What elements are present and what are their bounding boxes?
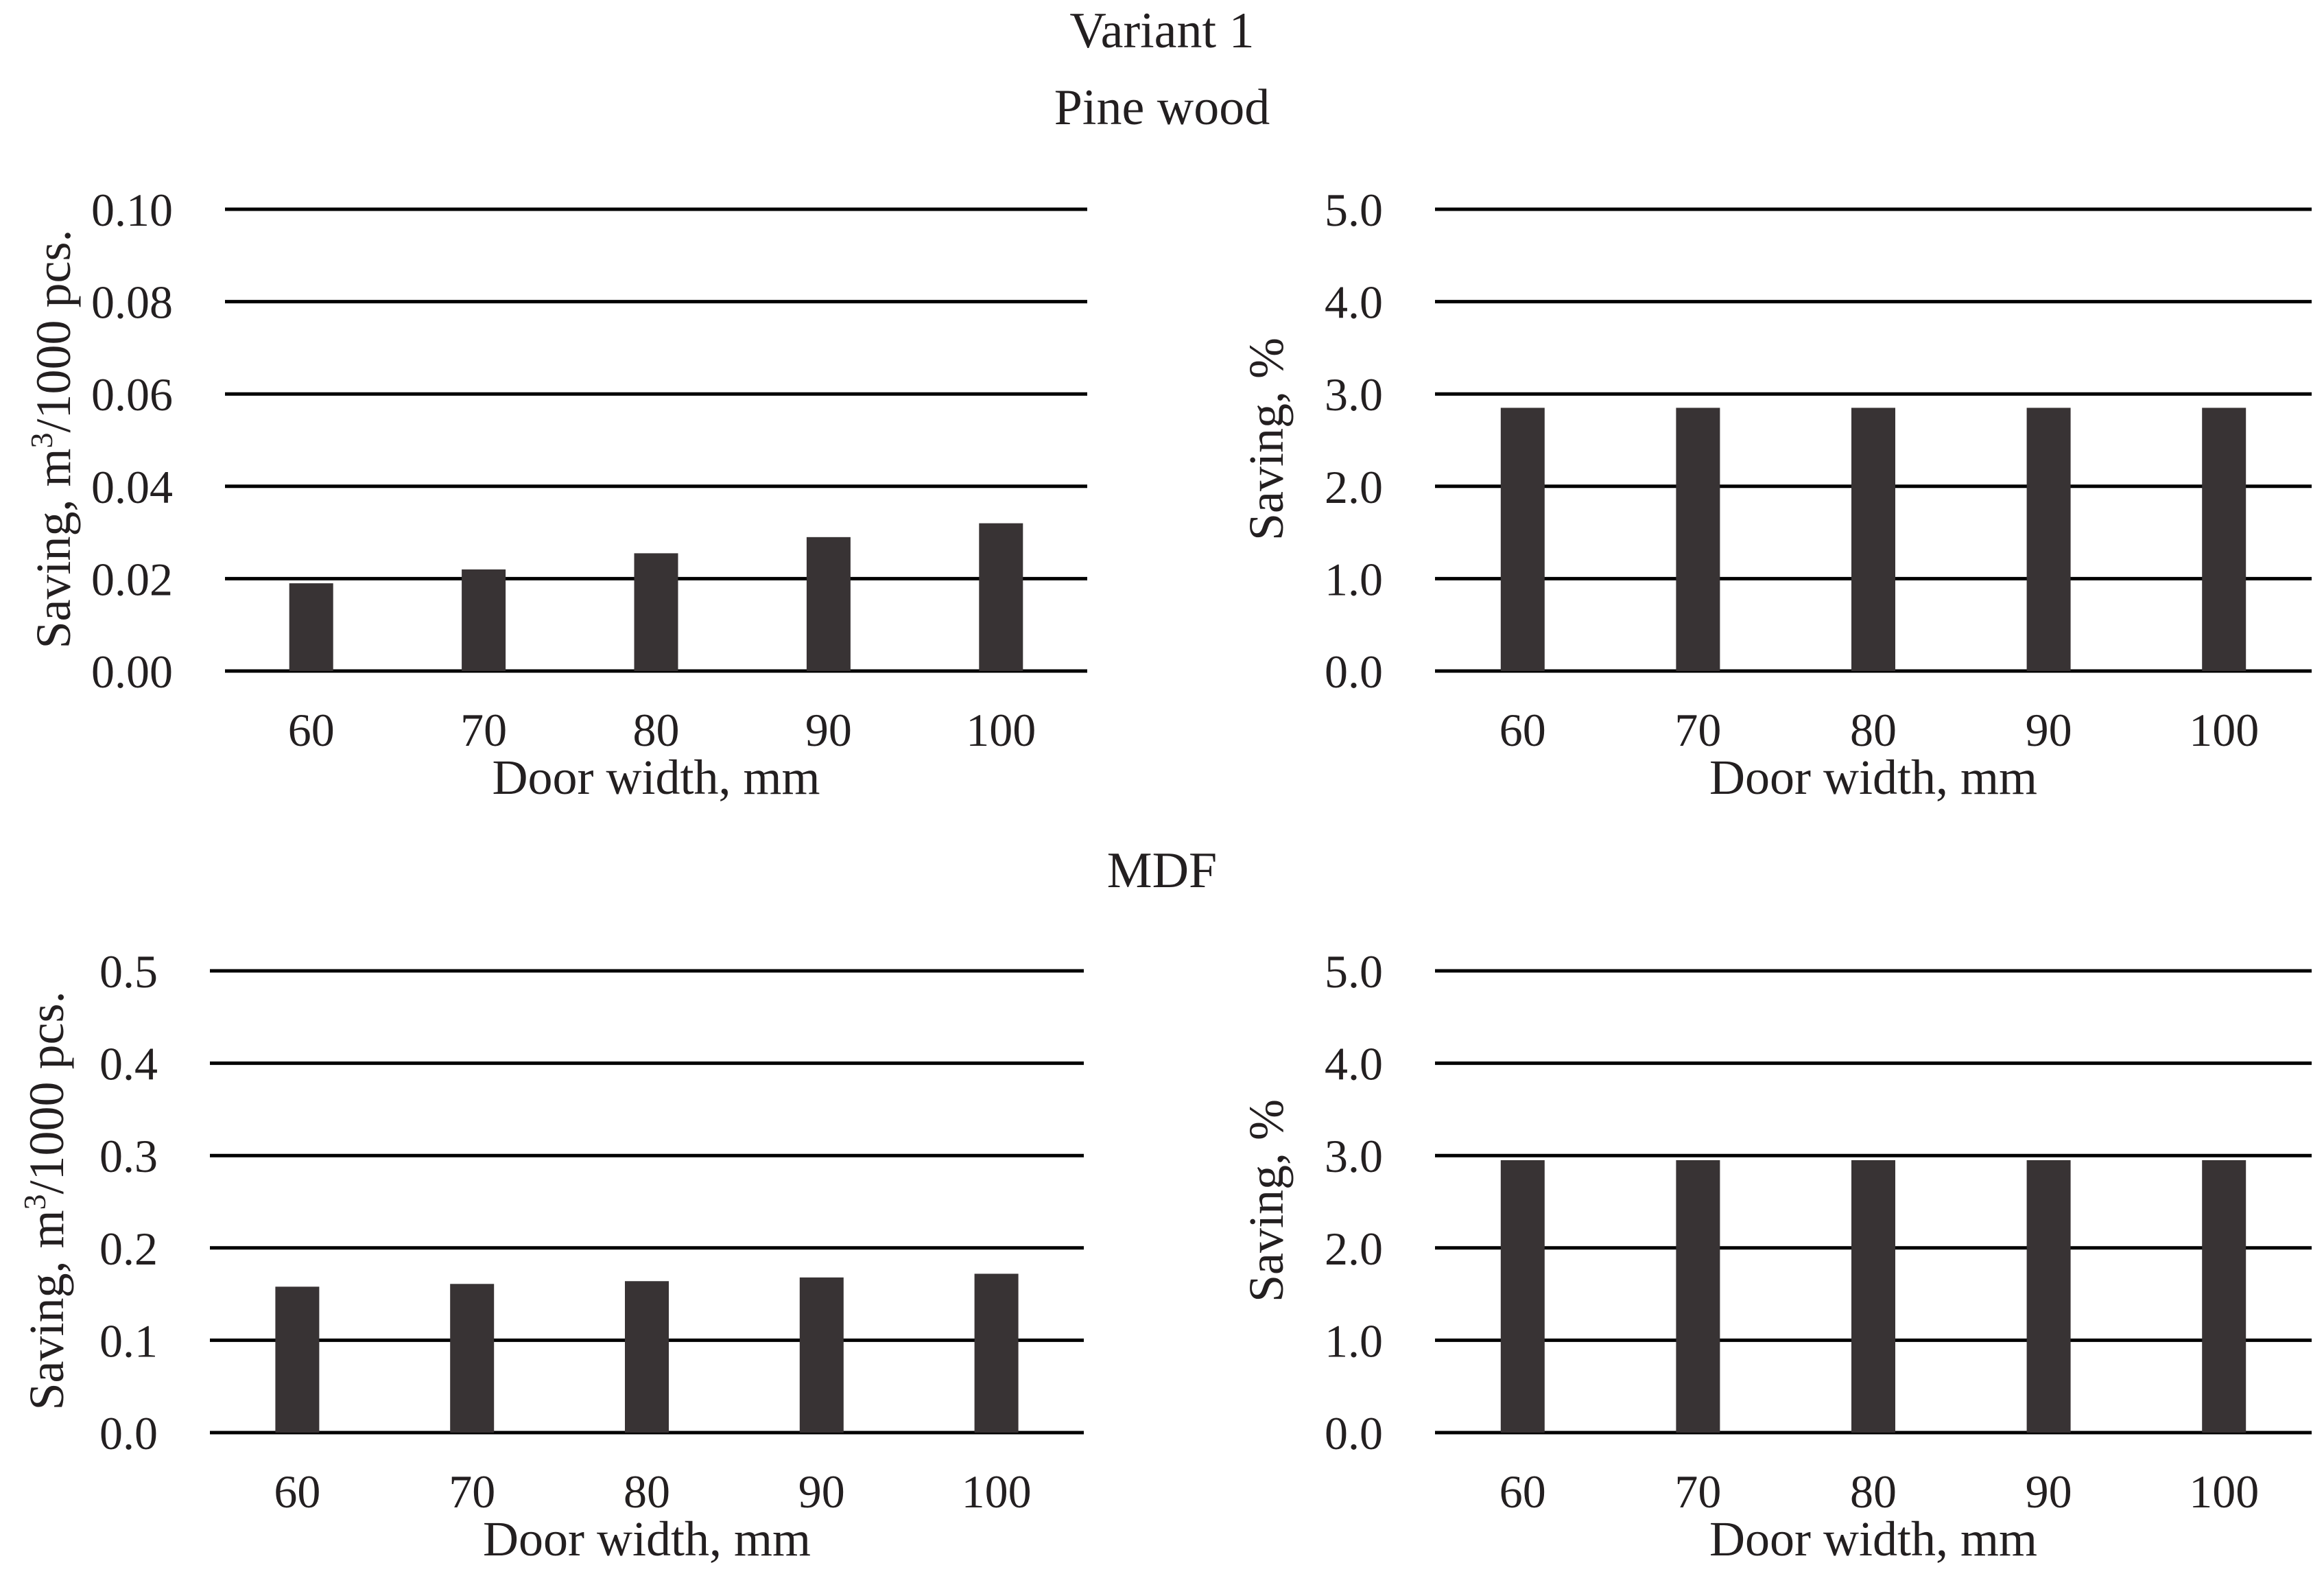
chart-pine-percent: 0.0 1.0 2.0 3.0 4.0 5.0 60 70 80 90 100 Door width,… <box>1239 184 2312 805</box>
bar-60 <box>275 1286 320 1433</box>
bar-80 <box>1851 408 1895 671</box>
bar-90 <box>799 1277 844 1433</box>
section-title-mdf: MDF <box>1106 843 1218 899</box>
y-tick-label: 0.08 <box>91 277 173 329</box>
bar-100 <box>2202 1160 2246 1433</box>
x-axis-label: Door width, mm <box>493 750 820 805</box>
x-axis-label: Door width, mm <box>1709 750 2037 805</box>
y-tick-label: 0.04 <box>91 461 173 513</box>
bar-90 <box>806 537 851 671</box>
y-tick-label: 4.0 <box>1325 277 1383 329</box>
bar-70 <box>1676 1160 1720 1433</box>
x-tick-label: 60 <box>288 704 335 756</box>
y-tick-label: 0.4 <box>99 1038 158 1090</box>
x-tick-label: 100 <box>2189 1466 2259 1518</box>
y-axis-label: Saving, % <box>1239 1099 1294 1302</box>
x-tick-label: 100 <box>966 704 1036 756</box>
chart-mdf-volume: 0.0 0.1 0.2 0.3 0.4 0.5 60 70 80 90 100 Door width,… <box>17 945 1084 1566</box>
y-axis-label-rest: /1000 pcs. <box>26 230 81 433</box>
y-axis-label: Saving, m3/1000 pcs. <box>24 230 81 649</box>
bar-70 <box>1676 408 1720 671</box>
x-tick-label: 60 <box>274 1466 320 1518</box>
bar-100 <box>979 523 1023 671</box>
y-axis-label-main: Saving, % <box>1239 338 1294 541</box>
y-tick-label: 0.0 <box>99 1407 158 1459</box>
y-axis-label: Saving, % <box>1239 338 1294 541</box>
x-axis-label: Door width, mm <box>1709 1512 2037 1566</box>
bar-100 <box>974 1273 1019 1433</box>
y-tick-label: 3.0 <box>1325 368 1383 421</box>
y-axis-label-main: Saving, m <box>26 448 81 648</box>
y-tick-label: 4.0 <box>1325 1038 1383 1090</box>
chart-mdf-percent: 0.0 1.0 2.0 3.0 4.0 5.0 60 70 80 90 100 Door width,… <box>1239 945 2312 1566</box>
bar-60 <box>289 583 333 671</box>
y-axis-label-sup: 3 <box>24 432 59 448</box>
bar-80 <box>1851 1160 1895 1433</box>
figure-title: Variant 1 <box>1069 3 1255 59</box>
y-axis-label-rest: /1000 pcs. <box>19 991 74 1195</box>
x-tick-label: 60 <box>1499 704 1546 756</box>
y-tick-label: 0.0 <box>1325 1407 1383 1459</box>
x-tick-label: 60 <box>1499 1466 1546 1518</box>
y-axis-label-sup: 3 <box>17 1194 52 1210</box>
y-tick-label: 0.02 <box>91 553 173 605</box>
y-tick-label: 1.0 <box>1325 553 1383 605</box>
bar-100 <box>2202 408 2246 671</box>
x-tick-label: 80 <box>1850 1466 1897 1518</box>
bar-80 <box>634 553 678 671</box>
bar-70 <box>450 1284 495 1433</box>
section-title-pine-wood: Pine wood <box>1054 80 1270 136</box>
x-tick-label: 100 <box>2189 704 2259 756</box>
x-axis-label: Door width, mm <box>483 1512 811 1566</box>
y-tick-label: 0.5 <box>99 945 158 998</box>
y-tick-label: 0.0 <box>1325 646 1383 698</box>
y-tick-label: 5.0 <box>1325 945 1383 998</box>
x-tick-label: 90 <box>798 1466 845 1518</box>
y-tick-label: 2.0 <box>1325 1223 1383 1275</box>
y-axis-label-main: Saving, m <box>19 1210 74 1410</box>
bar-60 <box>1500 1160 1545 1433</box>
x-tick-label: 90 <box>2026 704 2072 756</box>
bar-80 <box>625 1281 669 1433</box>
x-tick-label: 80 <box>1850 704 1897 756</box>
y-tick-label: 1.0 <box>1325 1315 1383 1367</box>
y-tick-label: 0.2 <box>99 1223 158 1275</box>
y-tick-label: 0.1 <box>99 1315 158 1367</box>
y-tick-label: 0.10 <box>91 184 173 236</box>
bar-90 <box>2026 1160 2071 1433</box>
x-tick-label: 70 <box>460 704 507 756</box>
y-tick-label: 3.0 <box>1325 1130 1383 1182</box>
y-tick-label: 0.3 <box>99 1130 158 1182</box>
x-tick-label: 90 <box>2026 1466 2072 1518</box>
x-tick-label: 70 <box>1674 1466 1721 1518</box>
x-tick-label: 100 <box>962 1466 1032 1518</box>
y-tick-label: 2.0 <box>1325 461 1383 513</box>
bar-60 <box>1500 408 1545 671</box>
x-tick-label: 80 <box>624 1466 670 1518</box>
y-tick-label: 0.00 <box>91 646 173 698</box>
chart-pine-volume: 0.00 0.02 0.04 0.06 0.08 0.10 60 70 80 90 100 Door … <box>24 184 1087 805</box>
x-tick-label: 70 <box>1674 704 1721 756</box>
y-axis-label: Saving, m3/1000 pcs. <box>17 991 74 1411</box>
y-tick-label: 0.06 <box>91 368 173 421</box>
bar-90 <box>2026 408 2071 671</box>
x-tick-label: 80 <box>633 704 680 756</box>
y-axis-label-main: Saving, % <box>1239 1099 1294 1302</box>
bar-70 <box>462 569 506 671</box>
x-tick-label: 70 <box>449 1466 495 1518</box>
x-tick-label: 90 <box>805 704 852 756</box>
y-tick-label: 5.0 <box>1325 184 1383 236</box>
